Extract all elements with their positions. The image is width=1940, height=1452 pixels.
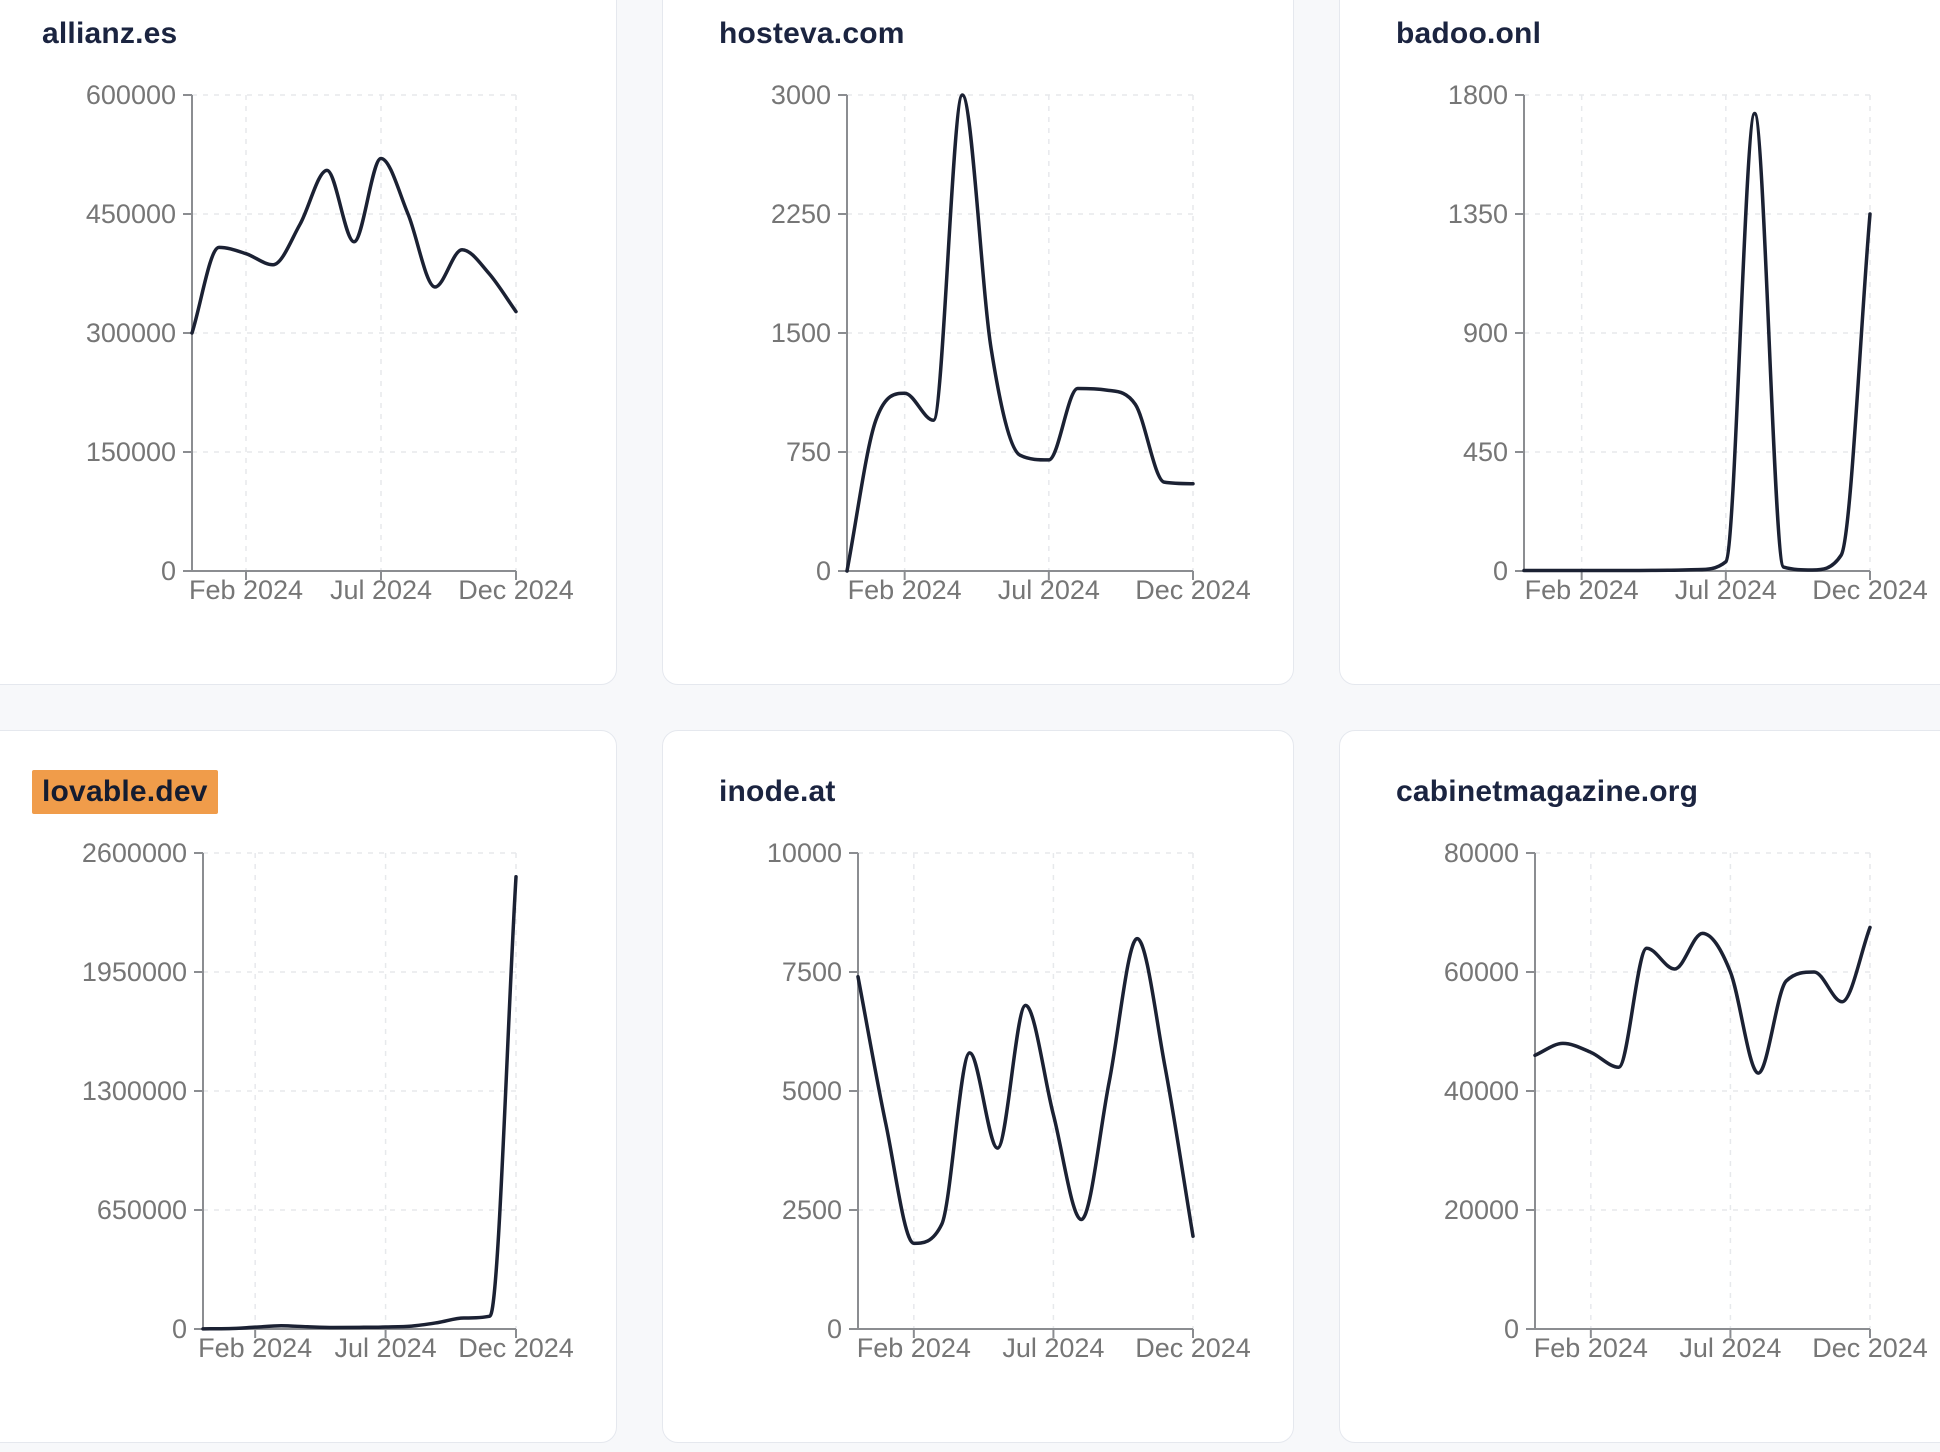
y-tick-label: 450 — [1463, 437, 1508, 467]
y-tick-label: 40000 — [1444, 1076, 1519, 1106]
x-tick-label: Jul 2024 — [330, 575, 432, 605]
x-tick-label: Feb 2024 — [198, 1333, 312, 1363]
y-tick-label: 1950000 — [82, 957, 187, 987]
chart-title: cabinetmagazine.org — [1396, 775, 1699, 808]
x-tick-label: Feb 2024 — [1534, 1333, 1648, 1363]
axes — [1515, 94, 1871, 580]
chart-title-row: lovable.dev — [32, 770, 218, 814]
gridlines — [847, 94, 1194, 571]
y-tick-label: 2600000 — [82, 838, 187, 868]
x-tick-label: Dec 2024 — [458, 575, 574, 605]
chart-title: hosteva.com — [719, 17, 905, 50]
y-tick-label: 1350 — [1448, 199, 1508, 229]
series-line — [845, 93, 1195, 573]
x-tick-label: Dec 2024 — [1812, 575, 1928, 605]
x-tick-label: Jul 2024 — [1675, 575, 1777, 605]
y-tick-label: 1300000 — [82, 1076, 187, 1106]
y-tick-label: 0 — [827, 1314, 842, 1344]
x-tick-label: Feb 2024 — [189, 575, 303, 605]
y-tick-label: 10000 — [767, 838, 842, 868]
y-tick-label: 7500 — [782, 957, 842, 987]
x-tick-label: Feb 2024 — [857, 1333, 971, 1363]
gridlines — [192, 94, 517, 571]
gridlines — [858, 852, 1194, 1329]
chart-title-row: inode.at — [719, 775, 836, 809]
y-tick-label: 0 — [172, 1314, 187, 1344]
y-tick-label: 450000 — [86, 199, 176, 229]
chart-title-row: hosteva.com — [719, 17, 905, 51]
chart-plot: 0 450 900 1350 1800 Feb 2024 Jul 2024 Dec 2024 — [1448, 80, 1928, 605]
chart-card: inode.at 0 2500 5000 7500 10000 Feb 2024 Jul 2… — [662, 730, 1294, 1443]
y-tick-label: 0 — [1493, 556, 1508, 586]
chart-card: badoo.onl 0 450 900 1350 1800 Feb 2024 Jul 202… — [1339, 0, 1940, 685]
chart-title: lovable.dev — [32, 770, 218, 814]
chart-title-row: cabinetmagazine.org — [1396, 775, 1698, 809]
chart-plot: 0 150000 300000 450000 600000 Feb 2024 Jul 202… — [86, 80, 574, 605]
y-tick-label: 3000 — [771, 80, 831, 110]
chart-plot: 0 20000 40000 60000 80000 Feb 2024 Jul 2024 Dec… — [1444, 838, 1928, 1363]
chart-title-row: badoo.onl — [1396, 17, 1541, 51]
axes — [1526, 852, 1871, 1338]
chart-plot: 0 650000 1300000 1950000 2600000 Feb 2024 Jul … — [82, 838, 574, 1363]
chart-title: inode.at — [719, 775, 836, 808]
x-tick-label: Dec 2024 — [1135, 575, 1251, 605]
chart-card: cabinetmagazine.org 0 20000 40000 60000 8000… — [1339, 730, 1940, 1443]
series-line — [190, 156, 518, 335]
y-tick-label: 600000 — [86, 80, 176, 110]
x-tick-label: Jul 2024 — [335, 1333, 437, 1363]
chart-card: allianz.es 0 150000 300000 450000 600000 Feb … — [0, 0, 617, 685]
y-tick-label: 300000 — [86, 318, 176, 348]
y-tick-label: 2250 — [771, 199, 831, 229]
y-tick-label: 2500 — [782, 1195, 842, 1225]
x-tick-label: Dec 2024 — [1135, 1333, 1251, 1363]
y-tick-label: 900 — [1463, 318, 1508, 348]
y-tick-label: 150000 — [86, 437, 176, 467]
series-line — [856, 936, 1195, 1246]
x-tick-label: Feb 2024 — [848, 575, 962, 605]
axes — [849, 852, 1194, 1338]
chart-card: lovable.dev 0 650000 1300000 1950000 2600000… — [0, 730, 617, 1443]
x-tick-label: Dec 2024 — [458, 1333, 574, 1363]
series-line — [1533, 925, 1872, 1075]
gridlines — [1535, 852, 1871, 1329]
chart-card: hosteva.com 0 750 1500 2250 3000 Feb 2024 Jul … — [662, 0, 1294, 685]
axes — [194, 852, 517, 1338]
y-tick-label: 80000 — [1444, 838, 1519, 868]
series-line — [201, 875, 518, 1331]
y-tick-label: 60000 — [1444, 957, 1519, 987]
chart-title: allianz.es — [42, 17, 178, 50]
y-tick-label: 0 — [161, 556, 176, 586]
chart-plot: 0 2500 5000 7500 10000 Feb 2024 Jul 2024 Dec 20… — [767, 838, 1251, 1363]
y-tick-label: 20000 — [1444, 1195, 1519, 1225]
x-tick-label: Jul 2024 — [1002, 1333, 1104, 1363]
axes — [838, 94, 1194, 580]
chart-title-row: allianz.es — [42, 17, 177, 51]
x-tick-label: Jul 2024 — [1679, 1333, 1781, 1363]
x-tick-label: Dec 2024 — [1812, 1333, 1928, 1363]
gridlines — [203, 852, 517, 1329]
y-tick-label: 1500 — [771, 318, 831, 348]
y-tick-label: 650000 — [97, 1195, 187, 1225]
x-tick-label: Feb 2024 — [1525, 575, 1639, 605]
y-tick-label: 0 — [1504, 1314, 1519, 1344]
series-line — [1522, 111, 1872, 573]
y-tick-label: 5000 — [782, 1076, 842, 1106]
chart-title: badoo.onl — [1396, 17, 1542, 50]
y-tick-label: 1800 — [1448, 80, 1508, 110]
chart-plot: 0 750 1500 2250 3000 Feb 2024 Jul 2024 Dec 2024 — [771, 80, 1251, 605]
y-tick-label: 750 — [786, 437, 831, 467]
gridlines — [1524, 94, 1871, 571]
axes — [183, 94, 517, 580]
x-tick-label: Jul 2024 — [998, 575, 1100, 605]
y-tick-label: 0 — [816, 556, 831, 586]
